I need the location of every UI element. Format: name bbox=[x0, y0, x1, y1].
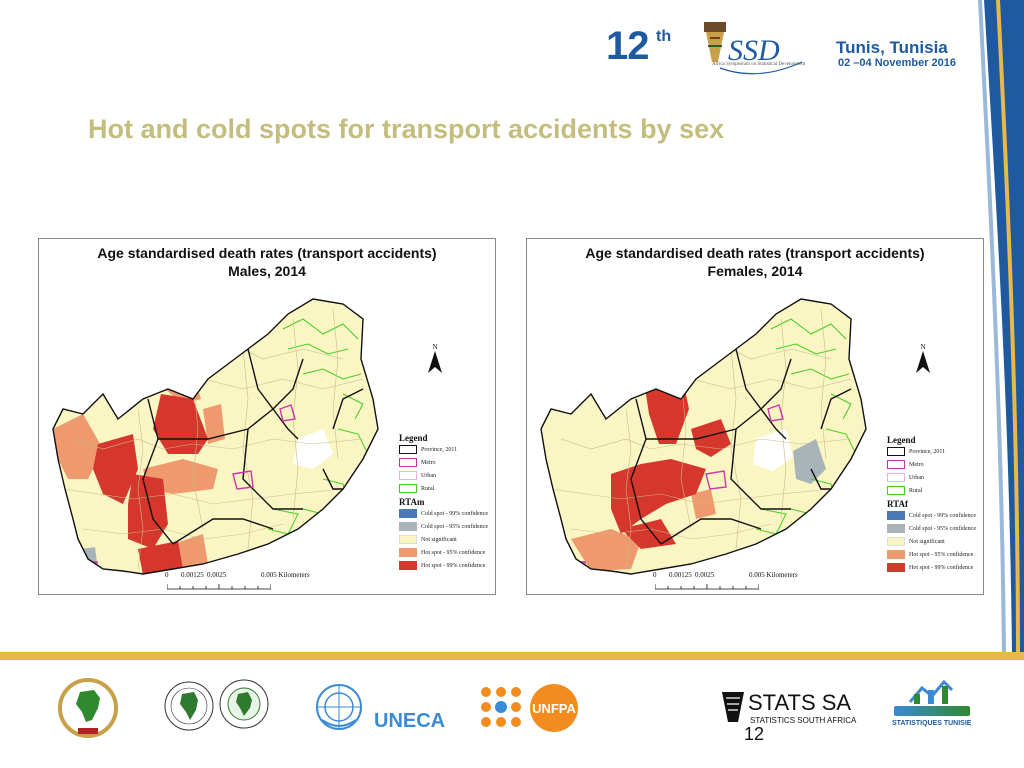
legend-class-hot99: Hot spot - 99% confidence bbox=[399, 559, 493, 572]
legend-item-province: Province, 2011 bbox=[887, 445, 981, 458]
conference-suffix: th bbox=[656, 28, 672, 45]
african-development-logo bbox=[219, 679, 269, 729]
scale-tick-1: 0.00125 bbox=[181, 571, 204, 579]
legend-class-cold99: Cold spot - 99% confidence bbox=[887, 509, 981, 522]
un-emblem-icon bbox=[316, 684, 362, 730]
legend-class-cold99: Cold spot - 99% confidence bbox=[399, 507, 493, 520]
map-legend: Legend Province, 2011 Metro Urban Rural … bbox=[399, 433, 493, 572]
scale-tick-0: 0 bbox=[653, 571, 657, 579]
map-title-line1: Age standardised death rates (transport … bbox=[585, 245, 925, 261]
north-arrow-icon bbox=[916, 351, 930, 373]
map-legend: Legend Province, 2011 Metro Urban Rural … bbox=[887, 435, 981, 574]
legend-item-rural: Rural bbox=[399, 482, 493, 495]
legend-item-metro: Metro bbox=[399, 456, 493, 469]
unfpa-logo: UNFPA bbox=[530, 684, 578, 732]
map-panel-females: Age standardised death rates (transport … bbox=[526, 238, 984, 595]
footer-band bbox=[0, 652, 1024, 660]
legend-item-province: Province, 2011 bbox=[399, 443, 493, 456]
stats-sa-subtitle: STATISTICS SOUTH AFRICA bbox=[750, 716, 857, 725]
stats-sa-logo: STATS SA bbox=[748, 690, 852, 715]
conference-number: 12 bbox=[606, 24, 649, 68]
rta-label: RTAm bbox=[399, 497, 425, 507]
legend-class-notsig: Not significant bbox=[887, 535, 981, 548]
legend-class-notsig: Not significant bbox=[399, 533, 493, 546]
african-union-logo bbox=[58, 678, 118, 738]
svg-text:SSD: SSD bbox=[728, 34, 780, 67]
legend-item-urban: Urban bbox=[887, 471, 981, 484]
scale-tick-3: 0.005 Kilometers bbox=[261, 571, 310, 579]
legend-title: Legend bbox=[887, 435, 916, 445]
uneca-logo: UNECA bbox=[374, 710, 446, 732]
north-arrow-icon bbox=[428, 351, 442, 373]
stats-sa-emblem-icon bbox=[722, 692, 744, 722]
scale-bar-line bbox=[655, 584, 759, 590]
scale-bar: 0 0.00125 0.0025 0.005 Kilometers bbox=[165, 571, 325, 591]
legend-item-urban: Urban bbox=[399, 469, 493, 482]
location-dates: 02 –04 November 2016 bbox=[838, 57, 957, 69]
scale-tick-0: 0 bbox=[165, 571, 169, 579]
scale-tick-3: 0.005 Kilometers bbox=[749, 571, 798, 579]
assd-logo: SSD bbox=[704, 22, 803, 75]
page-number: 12 bbox=[744, 724, 765, 744]
rta-label: RTAf bbox=[887, 499, 909, 509]
scale-bar: 0 0.00125 0.0025 0.005 Kilometers bbox=[653, 571, 813, 591]
legend-class-cold95: Cold spot - 95% confidence bbox=[887, 522, 981, 535]
statistiques-tunisie-emblem-icon bbox=[908, 679, 954, 704]
map-title-line1: Age standardised death rates (transport … bbox=[97, 245, 437, 261]
statistiques-tunisie-arabic bbox=[894, 706, 970, 716]
north-label: N bbox=[432, 343, 438, 351]
legend-class-hot95: Hot spot - 95% confidence bbox=[399, 546, 493, 559]
location-city: Tunis, Tunisia bbox=[836, 38, 948, 57]
north-arrow: N bbox=[427, 343, 443, 378]
map-panel-males: Age standardised death rates (transport … bbox=[38, 238, 496, 595]
afdb-logo bbox=[164, 681, 214, 731]
north-arrow: N bbox=[915, 343, 931, 378]
scale-bar-line bbox=[167, 584, 271, 590]
map-title-line2: Females, 2014 bbox=[707, 263, 803, 279]
scale-tick-2: 0.0025 bbox=[207, 571, 227, 579]
legend-class-hot99: Hot spot - 99% confidence bbox=[887, 561, 981, 574]
slide-title: Hot and cold spots for transport acciden… bbox=[88, 114, 725, 144]
statistiques-tunisie-logo: STATISTIQUES TUNISIE bbox=[892, 720, 972, 727]
legend-class-hot95: Hot spot - 95% confidence bbox=[887, 548, 981, 561]
north-label: N bbox=[920, 343, 926, 351]
south-africa-map-females bbox=[540, 298, 867, 575]
scale-tick-2: 0.0025 bbox=[695, 571, 715, 579]
scale-tick-1: 0.00125 bbox=[669, 571, 692, 579]
legend-class-cold95: Cold spot - 95% confidence bbox=[399, 520, 493, 533]
unfpa-dots-icon bbox=[481, 687, 521, 727]
decorative-swoosh bbox=[978, 0, 1024, 660]
map-title-line2: Males, 2014 bbox=[228, 263, 306, 279]
legend-title: Legend bbox=[399, 433, 428, 443]
south-africa-map-males bbox=[52, 298, 379, 575]
unfpa-text: UNFPA bbox=[532, 700, 576, 716]
legend-item-rural: Rural bbox=[887, 484, 981, 497]
assd-subtitle: Africa Symposium on Statistical Developm… bbox=[712, 62, 806, 67]
legend-item-metro: Metro bbox=[887, 458, 981, 471]
